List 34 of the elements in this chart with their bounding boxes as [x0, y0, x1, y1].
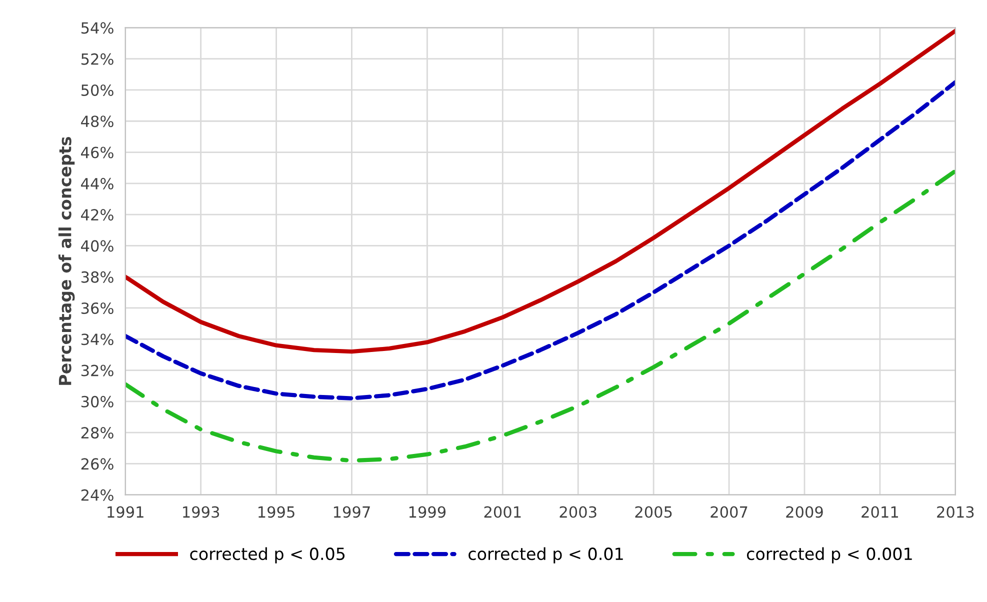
- legend-label: corrected p < 0.05: [190, 547, 345, 564]
- x-tick-label: 1991: [108, 506, 144, 518]
- x-tick-label: 2013: [937, 506, 974, 518]
- x-tick-label: 1997: [334, 506, 370, 518]
- y-tick-label: 26%: [81, 458, 114, 470]
- y-tick-label: 44%: [81, 178, 114, 190]
- x-tick-label: 2003: [560, 506, 596, 518]
- x-tick-label: 1999: [409, 506, 446, 518]
- y-tick-label: 52%: [81, 53, 114, 65]
- x-tick-label: 2001: [484, 506, 521, 518]
- y-axis-title: Percentage of all concepts: [58, 136, 75, 385]
- y-tick-label: 50%: [81, 84, 114, 96]
- x-tick-label: 2005: [635, 506, 672, 518]
- line-series: [125, 80, 956, 400]
- y-tick-label: 34%: [81, 334, 114, 346]
- y-tick-label: 38%: [81, 271, 114, 283]
- x-tick-label: 1993: [183, 506, 220, 518]
- y-tick-label: 28%: [81, 427, 114, 439]
- x-tick-label: 2009: [786, 506, 823, 518]
- y-tick-label: 40%: [81, 240, 114, 252]
- x-tick-label: 2011: [862, 506, 898, 518]
- y-tick-label: 46%: [81, 146, 114, 158]
- y-tick-label: 24%: [81, 489, 114, 501]
- y-tick-label: 42%: [81, 209, 114, 221]
- x-tick-label: 2007: [710, 506, 748, 518]
- y-tick-label: 30%: [81, 396, 114, 408]
- y-tick-label: 36%: [81, 302, 114, 314]
- y-tick-label: 48%: [81, 116, 114, 128]
- x-tick-label: 1995: [258, 506, 294, 518]
- y-tick-label: 54%: [81, 22, 114, 34]
- legend-label: corrected p < 0.001: [746, 547, 912, 564]
- y-tick-label: 32%: [81, 364, 114, 376]
- line-series: [125, 168, 956, 463]
- legend-label: corrected p < 0.01: [468, 547, 623, 564]
